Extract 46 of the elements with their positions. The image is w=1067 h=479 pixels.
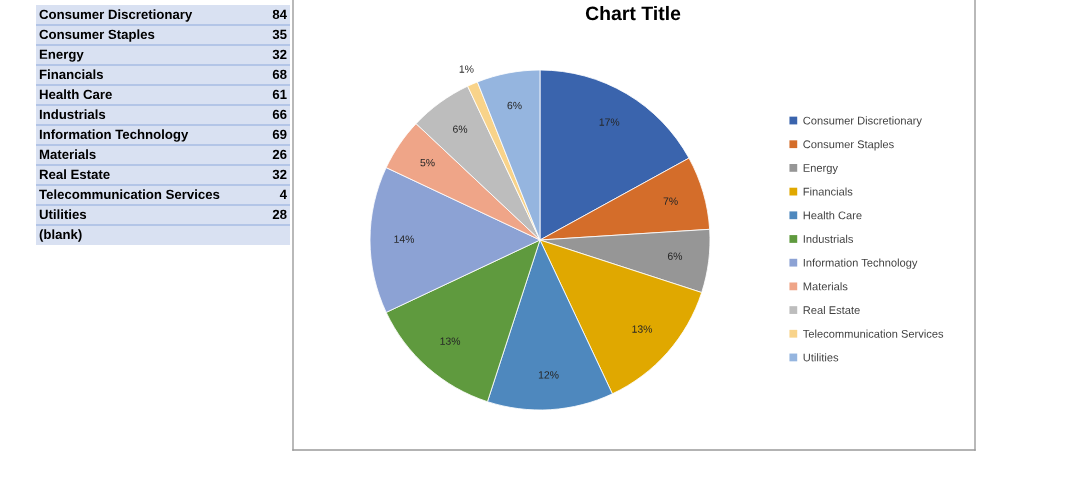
legend-label: Real Estate — [803, 305, 860, 315]
category-label: Industrials — [39, 109, 106, 120]
category-label: Information Technology — [39, 129, 189, 142]
category-label: Consumer Staples — [39, 29, 155, 42]
category-label: Materials — [39, 149, 96, 160]
category-label: Telecommunication Services — [39, 189, 220, 200]
category-label: Consumer Discretionary — [39, 9, 193, 22]
data-label: 32 — [272, 49, 287, 60]
text: (blank) — [39, 229, 82, 242]
data-label: 1% — [459, 65, 474, 73]
data-label: 6% — [507, 101, 522, 110]
category-label: Financials — [39, 69, 103, 80]
category-label: Energy — [39, 49, 84, 62]
data-label: 13% — [440, 337, 461, 345]
data-label: 26 — [272, 149, 287, 160]
chart-title: Chart Title — [585, 5, 681, 21]
data-label: 69 — [272, 129, 287, 140]
category-label: Real Estate — [39, 169, 110, 180]
legend-label: Information Technology — [803, 258, 918, 269]
data-label: 66 — [272, 109, 287, 120]
data-label: 6% — [667, 252, 683, 260]
legend-label: Utilities — [803, 353, 839, 362]
data-label: 32 — [272, 169, 287, 180]
data-label: 14% — [394, 235, 415, 243]
legend-label: Health Care — [803, 211, 862, 220]
category-label: Utilities — [39, 209, 87, 220]
legend-label: Industrials — [803, 234, 854, 243]
data-label: 13% — [632, 325, 653, 333]
legend-label: Energy — [803, 164, 838, 175]
data-label: 35 — [272, 29, 287, 40]
data-label: 84 — [272, 9, 287, 20]
legend-label: Materials — [803, 282, 848, 291]
data-label: 61 — [272, 89, 287, 100]
data-label: 17% — [599, 118, 620, 126]
data-label: 12% — [538, 371, 559, 379]
data-label: 7% — [663, 197, 678, 205]
legend-label: Consumer Discretionary — [803, 116, 922, 127]
legend-label: Financials — [803, 187, 853, 196]
legend-label: Telecommunication Services — [803, 329, 944, 338]
data-label: 28 — [272, 209, 287, 220]
legend-label: Consumer Staples — [803, 140, 894, 151]
data-label: 68 — [272, 69, 287, 80]
data-label: 6% — [453, 125, 468, 133]
data-label: 5% — [420, 159, 435, 167]
category-label: Health Care — [39, 89, 112, 100]
data-label: 4 — [279, 189, 287, 199]
